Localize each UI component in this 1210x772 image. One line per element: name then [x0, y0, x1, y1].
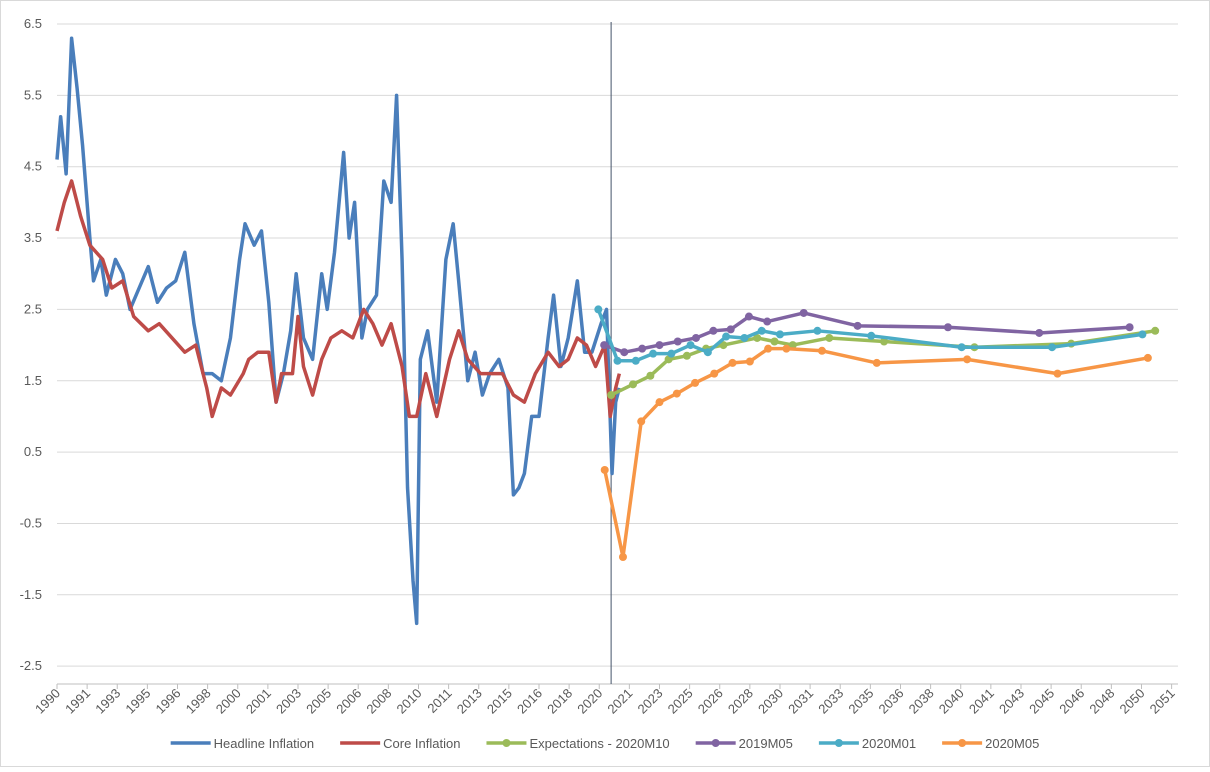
- y-tick-label: -0.5: [20, 515, 42, 530]
- data-point: [963, 355, 972, 364]
- legend-label: 2020M01: [862, 736, 916, 751]
- data-point: [744, 312, 753, 321]
- data-point: [1125, 323, 1134, 332]
- series-line: [55, 179, 622, 419]
- data-point: [686, 341, 695, 350]
- legend: Headline Inflation Core Inflation Expectat…: [170, 736, 1039, 751]
- data-point: [703, 348, 712, 357]
- data-point: [607, 391, 616, 400]
- data-point: [757, 326, 766, 335]
- data-point: [618, 552, 627, 561]
- data-point: [722, 332, 731, 341]
- data-point: [799, 308, 808, 317]
- y-tick-label: -1.5: [20, 587, 42, 602]
- legend-label: 2019M05: [739, 736, 793, 751]
- data-point: [763, 317, 772, 326]
- data-point: [649, 349, 658, 358]
- data-point: [613, 356, 622, 365]
- data-point: [957, 343, 966, 352]
- legend-label: Headline Inflation: [214, 736, 314, 751]
- legend-label: 2020M05: [985, 736, 1039, 751]
- legend-label: Core Inflation: [383, 736, 460, 751]
- y-tick-label: 1.5: [24, 373, 42, 388]
- y-tick-label: 0.5: [24, 444, 42, 459]
- legend-marker: [958, 739, 967, 747]
- data-point: [880, 337, 889, 346]
- data-point: [1048, 343, 1057, 352]
- data-point: [631, 356, 640, 365]
- data-point: [638, 344, 647, 353]
- data-point: [788, 341, 797, 350]
- data-point: [853, 321, 862, 330]
- series-line: [603, 346, 1149, 559]
- data-point: [867, 331, 876, 340]
- data-point: [1035, 328, 1044, 337]
- data-point: [691, 378, 700, 387]
- legend-marker: [711, 739, 720, 747]
- data-point: [764, 344, 773, 353]
- y-tick-label: -2.5: [20, 658, 42, 673]
- data-point: [1053, 369, 1062, 378]
- data-point: [629, 380, 638, 389]
- data-point: [620, 348, 629, 357]
- y-tick-label: 2.5: [24, 301, 42, 316]
- data-point: [667, 349, 676, 358]
- data-point: [655, 398, 664, 407]
- data-point: [600, 465, 609, 474]
- data-point: [775, 330, 784, 339]
- y-tick-label: 5.5: [24, 87, 42, 102]
- data-point: [682, 351, 691, 360]
- data-point: [594, 305, 603, 314]
- series-line: [596, 308, 1143, 363]
- y-tick-label: 3.5: [24, 230, 42, 245]
- data-point: [782, 344, 791, 353]
- data-point: [1138, 330, 1147, 339]
- data-point: [646, 371, 655, 380]
- y-tick-label: 6.5: [24, 16, 42, 31]
- data-point: [710, 369, 719, 378]
- legend-marker: [834, 739, 843, 747]
- legend-marker: [502, 739, 511, 747]
- data-point: [872, 358, 881, 367]
- data-point: [817, 346, 826, 355]
- y-tick-label: 4.5: [24, 159, 42, 174]
- data-point: [943, 323, 952, 332]
- data-point: [825, 333, 834, 342]
- data-point: [655, 341, 664, 350]
- data-point: [753, 333, 762, 342]
- data-point: [745, 357, 754, 366]
- data-point: [726, 325, 735, 334]
- series-line: [55, 36, 622, 626]
- data-point: [637, 417, 646, 426]
- data-point: [672, 389, 681, 398]
- data-point: [770, 337, 779, 346]
- data-point: [673, 337, 682, 346]
- data-point: [813, 326, 822, 335]
- data-point: [740, 333, 749, 342]
- data-point: [1143, 353, 1152, 362]
- data-point: [1151, 326, 1160, 335]
- data-point: [728, 358, 737, 367]
- data-point: [692, 333, 701, 342]
- data-point: [719, 341, 728, 350]
- legend-label: Expectations - 2020M10: [529, 736, 669, 751]
- data-point: [709, 326, 718, 335]
- data-point: [600, 341, 609, 350]
